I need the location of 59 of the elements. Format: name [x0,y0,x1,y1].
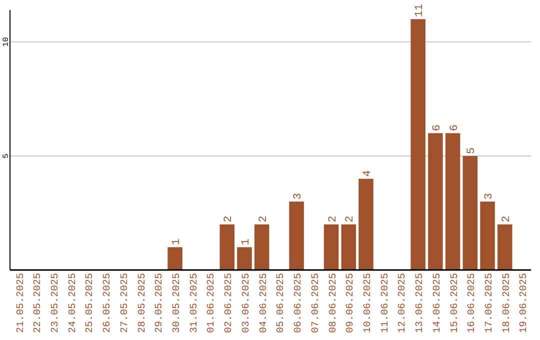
data-label: 4 [362,170,374,177]
x-tick-label: 12.06.2025 [398,273,409,334]
x-tick-label: 15.06.2025 [450,273,461,334]
x-tick-label: 24.05.2025 [68,273,79,334]
bar [237,247,252,270]
bar [289,202,304,270]
x-tick-label: 05.06.2025 [276,273,288,334]
x-tick-label: 10.06.2025 [362,273,374,334]
x-tick-label: 16.06.2025 [467,273,478,334]
x-tick-label: 19.06.2025 [519,273,530,334]
x-tick-label: 22.05.2025 [33,273,44,334]
x-tick-label: 07.06.2025 [310,273,322,334]
x-tick-label: 30.05.2025 [172,273,184,334]
data-label: 3 [292,192,305,200]
bar [341,224,356,270]
data-label: 2 [223,216,236,222]
data-label: 1 [171,238,184,246]
x-tick-label: 21.05.2025 [16,273,27,334]
data-label: 6 [431,124,444,132]
bar [497,224,512,270]
data-label: 2 [500,216,513,222]
x-tick-label: 04.06.2025 [258,273,270,334]
x-tick-label: 06.06.2025 [294,273,305,334]
x-tick-label: 27.05.2025 [120,273,131,334]
x-tick-label: 02.06.2025 [224,273,236,334]
bar [428,133,443,270]
data-label: 5 [466,147,478,154]
x-tick-label: 26.05.2025 [102,273,114,334]
data-label: 11 [414,4,426,18]
bar [445,133,460,270]
x-tick-label: 13.06.2025 [415,273,426,334]
data-label: 1 [240,238,252,246]
bar [462,156,478,270]
x-tick-label: 23.05.2025 [50,273,62,334]
x-tick-label: 09.06.2025 [346,273,357,334]
x-tick-label: 14.06.2025 [432,273,444,334]
x-tick-label: 17.06.2025 [484,273,496,334]
data-label: 3 [484,192,496,200]
bar [480,202,495,270]
x-tick-label: 28.05.2025 [137,273,148,334]
y-tick-label: 10 [2,36,11,47]
x-tick-label: 31.05.2025 [189,273,200,334]
data-label: 6 [448,124,461,132]
x-tick-label: 01.06.2025 [206,273,218,334]
x-tick-label: 18.06.2025 [502,273,513,334]
data-label: 2 [327,216,340,222]
bar [220,224,234,270]
bar [254,224,270,270]
data-label: 2 [258,216,270,222]
x-tick-label: 25.05.2025 [85,273,96,334]
bar [358,178,374,270]
x-tick-label: 11.06.2025 [380,273,392,334]
bar [410,19,426,270]
x-tick-label: 29.05.2025 [154,273,166,334]
x-tick-label: 03.06.2025 [241,273,252,334]
x-tick-label: 08.06.2025 [328,273,340,334]
data-label: 2 [344,216,357,222]
bar [168,247,182,270]
bar [324,224,339,270]
